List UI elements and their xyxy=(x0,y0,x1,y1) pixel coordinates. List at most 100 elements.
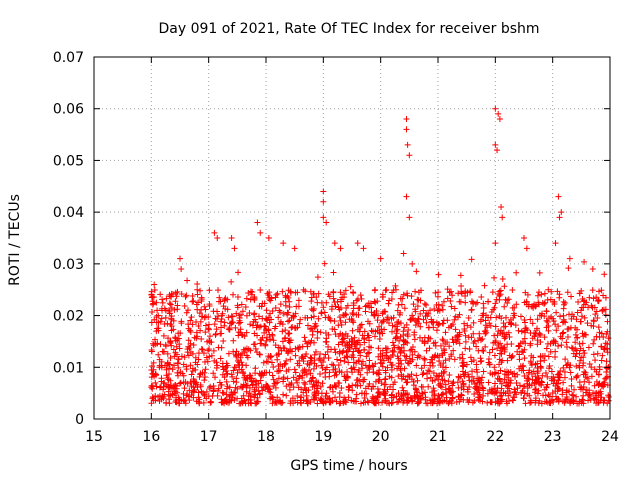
data-point xyxy=(447,323,454,330)
data-point xyxy=(203,388,210,395)
data-point xyxy=(180,379,187,386)
data-point xyxy=(596,334,603,341)
data-point xyxy=(484,390,491,397)
data-point xyxy=(526,392,533,399)
data-point xyxy=(587,396,594,403)
data-point xyxy=(544,381,551,388)
data-point xyxy=(348,365,355,372)
data-point xyxy=(439,302,446,309)
data-point xyxy=(187,362,194,369)
data-point xyxy=(343,399,350,406)
data-point xyxy=(236,315,243,322)
data-point xyxy=(349,337,356,344)
data-point xyxy=(251,330,258,337)
data-point xyxy=(521,355,528,362)
data-point xyxy=(262,386,269,393)
data-point xyxy=(272,294,279,301)
data-point xyxy=(362,303,369,310)
data-point xyxy=(265,292,272,299)
data-point xyxy=(524,291,531,298)
data-point xyxy=(451,305,458,312)
x-tick-label: 15 xyxy=(85,429,103,445)
data-point xyxy=(513,379,520,386)
data-point xyxy=(166,291,173,298)
data-point xyxy=(514,371,521,378)
data-point xyxy=(477,377,484,384)
data-point xyxy=(480,347,487,354)
data-point xyxy=(421,300,428,307)
data-point xyxy=(409,356,416,363)
data-point xyxy=(390,314,397,321)
data-point xyxy=(440,320,447,327)
data-point xyxy=(545,353,552,360)
data-point xyxy=(504,388,511,395)
data-point xyxy=(413,268,420,275)
data-point xyxy=(499,330,506,337)
data-point xyxy=(500,320,507,327)
data-point xyxy=(148,288,155,295)
data-point xyxy=(334,356,341,363)
data-point xyxy=(409,260,416,267)
data-point xyxy=(376,335,383,342)
data-point xyxy=(535,387,542,394)
data-point xyxy=(471,380,478,387)
data-point xyxy=(402,339,409,346)
data-point xyxy=(390,386,397,393)
data-point xyxy=(207,398,214,405)
data-point xyxy=(188,371,195,378)
data-point xyxy=(270,337,277,344)
data-point xyxy=(194,333,201,340)
x-axis-ticks: 15 16 17 18 19 20 21 22 23 24 xyxy=(85,57,619,445)
data-point xyxy=(289,323,296,330)
data-point xyxy=(424,400,431,407)
data-point xyxy=(578,313,585,320)
data-point xyxy=(480,387,487,394)
data-point xyxy=(543,317,550,324)
data-point xyxy=(425,334,432,341)
data-point xyxy=(418,383,425,390)
data-point xyxy=(304,315,311,322)
data-point xyxy=(308,298,315,305)
data-point xyxy=(461,320,468,327)
data-point xyxy=(326,369,333,376)
data-point xyxy=(431,391,438,398)
data-point xyxy=(477,397,484,404)
data-point xyxy=(184,346,191,353)
data-point xyxy=(158,358,165,365)
data-point xyxy=(465,314,472,321)
data-point xyxy=(407,347,414,354)
data-point xyxy=(561,301,568,308)
data-point xyxy=(337,330,344,337)
data-point xyxy=(433,301,440,308)
data-point xyxy=(174,372,181,379)
data-point xyxy=(330,295,337,302)
data-point xyxy=(503,331,510,338)
data-point xyxy=(410,301,417,308)
data-point xyxy=(301,379,308,386)
data-point xyxy=(457,298,464,305)
data-point xyxy=(243,362,250,369)
data-point xyxy=(477,358,484,365)
data-point xyxy=(317,383,324,390)
data-point xyxy=(178,353,185,360)
data-point xyxy=(354,240,361,247)
data-point xyxy=(285,318,292,325)
data-point xyxy=(336,393,343,400)
data-point xyxy=(527,342,534,349)
data-point xyxy=(421,338,428,345)
data-point xyxy=(534,390,541,397)
data-point xyxy=(173,399,180,406)
data-point xyxy=(424,338,431,345)
data-point xyxy=(581,258,588,265)
data-point xyxy=(274,290,281,297)
data-point xyxy=(300,358,307,365)
data-point xyxy=(492,369,499,376)
data-point xyxy=(172,388,179,395)
data-point xyxy=(468,256,475,263)
data-point xyxy=(168,342,175,349)
data-point xyxy=(496,376,503,383)
data-point xyxy=(590,340,597,347)
data-point xyxy=(302,368,309,375)
data-point xyxy=(233,352,240,359)
data-point xyxy=(600,381,607,388)
